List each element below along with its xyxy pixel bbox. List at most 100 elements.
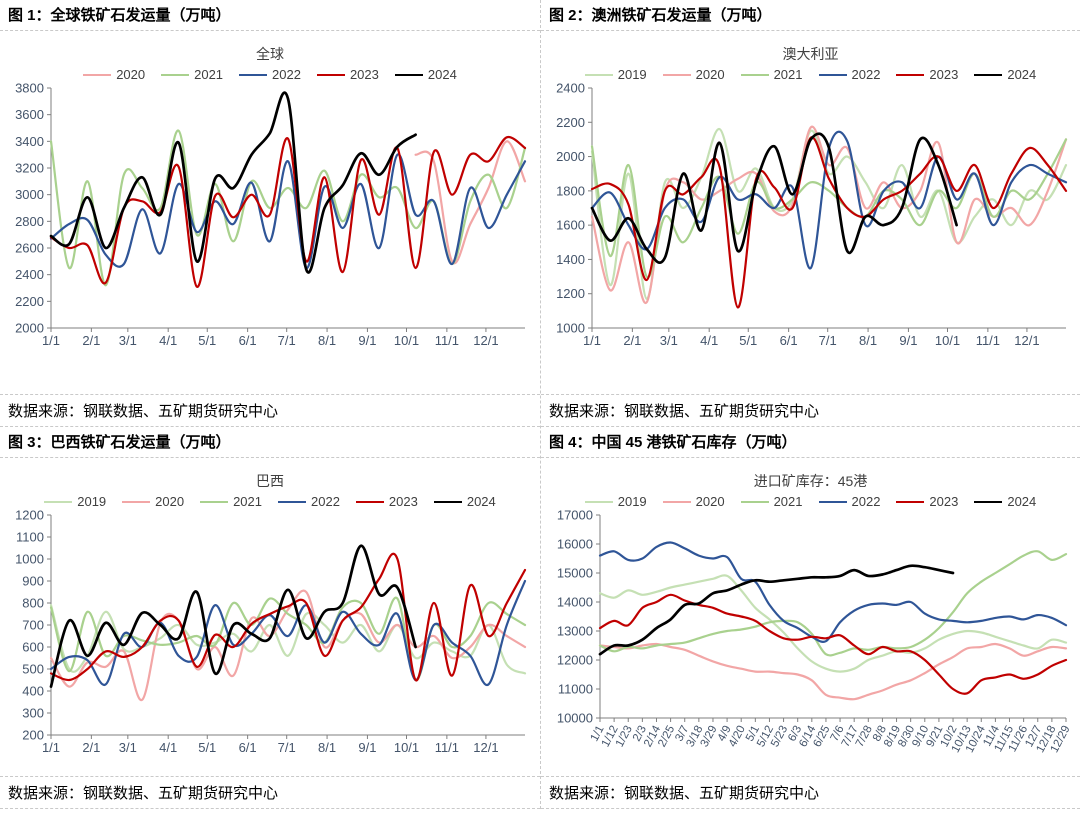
svg-text:17000: 17000 xyxy=(556,509,592,523)
svg-text:600: 600 xyxy=(22,640,44,655)
svg-text:3/1: 3/1 xyxy=(659,333,677,348)
svg-text:7/1: 7/1 xyxy=(278,740,296,755)
legend-label: 2019 xyxy=(617,67,647,82)
figure-4-chart-area: 进口矿库存：45港 2019 2020 2021 2022 2023 2024 10000… xyxy=(541,458,1080,776)
legend-item-2024: 2024 xyxy=(974,67,1036,82)
legend-label: 2024 xyxy=(1007,494,1037,509)
svg-text:2600: 2600 xyxy=(15,241,44,256)
figure-3-line-chart: 200 300 400 500 600 700 800 900 1000 1100 1200 1/1 2… xyxy=(15,509,527,755)
legend-line-swatch xyxy=(161,73,190,76)
legend-line-swatch xyxy=(44,500,73,503)
svg-text:7/1: 7/1 xyxy=(818,333,836,348)
legend-line-swatch xyxy=(239,73,268,76)
legend-line-swatch xyxy=(200,500,229,503)
legend-item-2023: 2023 xyxy=(355,494,418,509)
legend-line-swatch xyxy=(394,73,423,76)
legend-item-2020: 2020 xyxy=(83,67,145,82)
legend-label: 2020 xyxy=(695,494,725,509)
svg-text:1200: 1200 xyxy=(15,509,44,523)
legend-label: 2023 xyxy=(929,67,959,82)
figure-1-line-chart: 2000 2200 2400 2600 2800 3000 3200 3400 3600 3800… xyxy=(15,82,527,348)
figure-1-title: 图 1：全球铁矿石发运量（万吨） xyxy=(0,0,540,31)
legend-item-2021: 2021 xyxy=(740,67,803,82)
svg-text:2000: 2000 xyxy=(556,149,585,164)
figure-3-legend: 2019 2020 2021 2022 2023 2024 xyxy=(44,494,496,509)
svg-text:500: 500 xyxy=(22,662,44,677)
figure-2-legend: 2019 2020 2021 2022 2023 2024 xyxy=(584,67,1036,82)
legend-label: 2022 xyxy=(851,494,881,509)
svg-text:3/1: 3/1 xyxy=(119,333,137,348)
legend-line-swatch xyxy=(896,500,925,503)
legend-item-2019: 2019 xyxy=(584,494,647,509)
svg-text:15000: 15000 xyxy=(556,566,592,581)
svg-text:1400: 1400 xyxy=(556,252,585,267)
svg-text:5/1: 5/1 xyxy=(198,740,216,755)
figure-3-title: 图 3：巴西铁矿石发运量（万吨） xyxy=(0,427,540,458)
legend-item-2022: 2022 xyxy=(278,494,340,509)
svg-text:2200: 2200 xyxy=(15,294,44,309)
legend-label: 2022 xyxy=(851,67,881,82)
legend-line-swatch xyxy=(974,73,1003,76)
legend-item-2023: 2023 xyxy=(316,67,379,82)
svg-text:11/1: 11/1 xyxy=(435,740,459,755)
legend-line-swatch xyxy=(122,500,151,503)
figure-1-chart-area: 全球 2020 2021 2022 2023 2024 2000 2200 2400 2600… xyxy=(0,31,540,394)
legend-line-swatch xyxy=(433,500,462,503)
figure-2-chart-area: 澳大利亚 2019 2020 2021 2022 2023 2024 1000 1200 14… xyxy=(541,31,1080,394)
svg-text:3800: 3800 xyxy=(15,82,44,96)
legend-item-2024: 2024 xyxy=(433,494,496,509)
legend-item-2019: 2019 xyxy=(584,67,647,82)
legend-item-2020: 2020 xyxy=(662,67,725,82)
legend-item-2023: 2023 xyxy=(896,67,958,82)
legend-item-2020: 2020 xyxy=(662,494,725,509)
legend-label: 2024 xyxy=(466,494,496,509)
svg-text:4/1: 4/1 xyxy=(159,333,177,348)
figures-column-left: 图 1：全球铁矿石发运量（万吨） 全球 2020 2021 2022 2023 2024… xyxy=(0,0,540,809)
legend-item-2021: 2021 xyxy=(740,494,803,509)
svg-text:3200: 3200 xyxy=(15,161,44,176)
legend-label: 2022 xyxy=(311,494,340,509)
svg-text:2/1: 2/1 xyxy=(82,333,100,348)
svg-text:9/1: 9/1 xyxy=(358,333,376,348)
svg-text:8/1: 8/1 xyxy=(318,333,336,348)
svg-text:900: 900 xyxy=(22,574,44,589)
figure-3-chart-subtitle: 巴西 xyxy=(256,473,284,489)
legend-label: 2020 xyxy=(116,67,146,82)
legend-item-2021: 2021 xyxy=(200,494,262,509)
legend-line-swatch xyxy=(662,500,691,503)
svg-text:12000: 12000 xyxy=(556,653,592,668)
figure-1-legend: 2020 2021 2022 2023 2024 xyxy=(83,67,457,82)
svg-text:1/1: 1/1 xyxy=(42,740,60,755)
legend-line-swatch xyxy=(83,73,112,76)
legend-line-swatch xyxy=(662,73,691,76)
svg-text:1600: 1600 xyxy=(556,218,585,233)
legend-item-2024: 2024 xyxy=(394,67,457,82)
figure-1-chart-subtitle: 全球 xyxy=(256,46,284,62)
svg-text:8/1: 8/1 xyxy=(318,740,336,755)
svg-text:1000: 1000 xyxy=(556,321,585,336)
figure-4-legend: 2019 2020 2021 2022 2023 2024 xyxy=(584,494,1036,509)
svg-text:10/1: 10/1 xyxy=(394,740,419,755)
legend-label: 2021 xyxy=(233,494,262,509)
svg-text:6/1: 6/1 xyxy=(779,333,797,348)
svg-text:12/1: 12/1 xyxy=(473,740,498,755)
legend-label: 2023 xyxy=(929,494,959,509)
svg-text:10000: 10000 xyxy=(556,711,592,726)
legend-item-2022: 2022 xyxy=(818,494,881,509)
svg-text:9/1: 9/1 xyxy=(358,740,376,755)
svg-text:2400: 2400 xyxy=(556,82,585,96)
svg-text:2800: 2800 xyxy=(15,214,44,229)
figure-2-line-chart: 1000 1200 1400 1600 1800 2000 2200 2400 1/1 2/1 3/… xyxy=(556,82,1067,348)
legend-item-2020: 2020 xyxy=(122,494,184,509)
legend-item-2024: 2024 xyxy=(974,494,1036,509)
legend-item-2021: 2021 xyxy=(161,67,223,82)
svg-text:3600: 3600 xyxy=(15,107,44,122)
svg-text:13000: 13000 xyxy=(556,624,592,639)
figure-3-source: 数据来源：钢联数据、五矿期货研究中心 xyxy=(0,776,540,809)
svg-text:10/1: 10/1 xyxy=(394,333,419,348)
svg-text:200: 200 xyxy=(22,728,44,743)
legend-label: 2023 xyxy=(349,67,379,82)
svg-text:11/1: 11/1 xyxy=(975,333,999,348)
svg-text:2000: 2000 xyxy=(15,321,44,336)
legend-label: 2021 xyxy=(773,67,803,82)
